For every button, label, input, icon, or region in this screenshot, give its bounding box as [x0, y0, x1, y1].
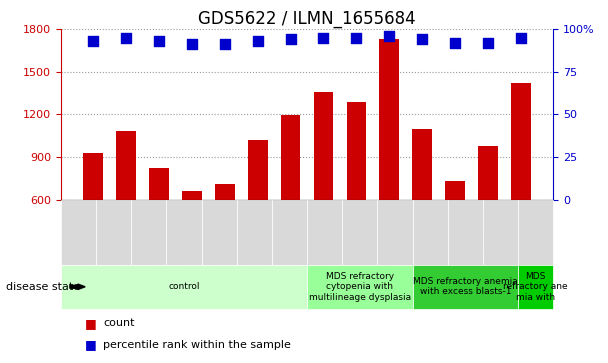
Point	[451, 40, 460, 46]
Bar	[445, 181, 465, 285]
Point	[319, 34, 328, 40]
Text: MDS refractory anemia
with excess blasts-1: MDS refractory anemia with excess blasts…	[413, 277, 518, 297]
Point	[154, 38, 164, 44]
Bar	[182, 191, 202, 285]
Text: MDS refractory
cytopenia with
multilineage dysplasia: MDS refractory cytopenia with multilinea…	[309, 272, 411, 302]
Point	[384, 33, 394, 39]
Text: ■: ■	[85, 317, 97, 330]
Text: count: count	[103, 318, 135, 328]
Bar	[116, 131, 136, 285]
Point	[286, 36, 295, 42]
Point	[187, 41, 196, 47]
Bar	[83, 153, 103, 285]
Text: control: control	[168, 282, 199, 291]
Bar	[215, 184, 235, 285]
Bar	[379, 39, 399, 285]
Point	[351, 34, 361, 40]
Bar	[347, 102, 366, 285]
Point	[220, 41, 230, 47]
Bar	[149, 168, 169, 285]
Text: percentile rank within the sample: percentile rank within the sample	[103, 340, 291, 350]
Bar	[511, 83, 531, 285]
Point	[483, 40, 493, 46]
Point	[88, 38, 98, 44]
Point	[516, 34, 526, 40]
Text: disease state: disease state	[6, 282, 80, 292]
Bar	[248, 140, 268, 285]
Bar	[412, 129, 432, 285]
Bar	[281, 115, 300, 285]
Text: ■: ■	[85, 338, 97, 351]
Text: MDS
refractory ane
mia with: MDS refractory ane mia with	[503, 272, 568, 302]
Point	[418, 36, 427, 42]
Point	[121, 34, 131, 40]
Point	[253, 38, 263, 44]
Bar	[478, 146, 498, 285]
Bar	[314, 91, 333, 285]
Title: GDS5622 / ILMN_1655684: GDS5622 / ILMN_1655684	[198, 10, 416, 28]
